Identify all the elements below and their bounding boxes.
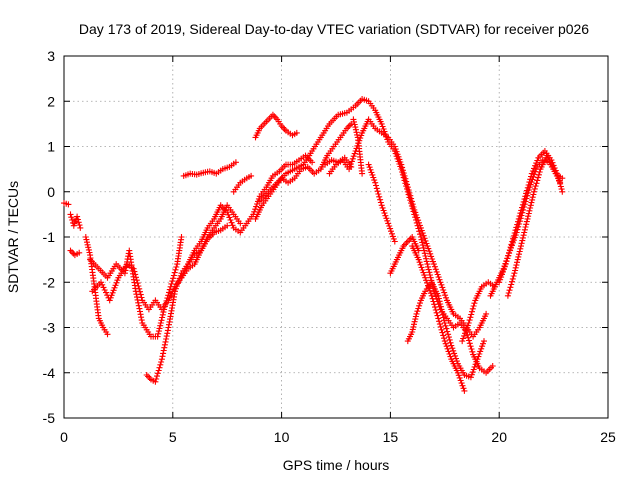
- series-points: [459, 279, 498, 345]
- series-arc17: [365, 161, 398, 245]
- series-points: [180, 159, 239, 179]
- series-arc21: [459, 279, 498, 345]
- series-points: [409, 243, 468, 394]
- series-points: [252, 111, 300, 141]
- series-points: [67, 247, 83, 259]
- series-arc8: [178, 152, 316, 281]
- series-arc2: [67, 211, 84, 231]
- series-points: [67, 211, 84, 231]
- grid: [64, 56, 608, 418]
- y-tick-label: 0: [47, 184, 55, 200]
- y-tick-label: 1: [47, 139, 55, 155]
- series-points: [387, 234, 422, 277]
- x-tick-label: 20: [491, 429, 507, 445]
- series-points: [322, 154, 355, 170]
- series-points: [365, 161, 398, 245]
- series-points: [350, 116, 366, 177]
- y-tick-label: -5: [43, 410, 56, 426]
- x-axis-label: GPS time / hours: [283, 457, 390, 473]
- series-arc1: [61, 200, 72, 208]
- series-arc16: [350, 116, 366, 177]
- series-points: [230, 172, 255, 195]
- series-points: [252, 120, 355, 222]
- series-arc12: [252, 120, 355, 222]
- series-arc20: [409, 243, 468, 394]
- x-tick-label: 10: [274, 429, 290, 445]
- x-tick-label: 25: [600, 429, 616, 445]
- y-tick-label: 2: [47, 93, 55, 109]
- y-tick-label: -3: [43, 320, 56, 336]
- series-arc18: [387, 234, 422, 277]
- y-tick-label: -4: [43, 365, 56, 381]
- series-arc10: [230, 172, 255, 195]
- y-axis-label: SDTVAR / TECUs: [5, 181, 21, 293]
- series-points: [326, 116, 490, 340]
- axis-ticks: 0 5 10 15 20 25 -5 -4 -3 -2 -1 0 1 2 3: [43, 48, 616, 445]
- series-points: [61, 200, 72, 208]
- series-points: [143, 202, 244, 385]
- series-arc7: [143, 202, 244, 385]
- series-points: [504, 152, 564, 299]
- y-tick-label: -2: [43, 274, 56, 290]
- x-tick-label: 15: [383, 429, 399, 445]
- series-arc11: [252, 111, 300, 141]
- chart-title: Day 173 of 2019, Sidereal Day-to-day VTE…: [79, 21, 589, 37]
- series-arc14: [326, 116, 490, 340]
- x-tick-label: 0: [60, 429, 68, 445]
- y-tick-label: 3: [47, 48, 55, 64]
- series-arc15: [322, 154, 355, 170]
- x-tick-label: 5: [169, 429, 177, 445]
- series-arc19: [404, 279, 487, 381]
- y-tick-label: -1: [43, 229, 56, 245]
- series-points: [404, 279, 487, 381]
- series-arc9: [180, 159, 239, 179]
- series-arc3: [67, 247, 83, 259]
- series-arc24: [504, 152, 564, 299]
- series-points: [178, 152, 316, 281]
- data-series: [61, 96, 566, 394]
